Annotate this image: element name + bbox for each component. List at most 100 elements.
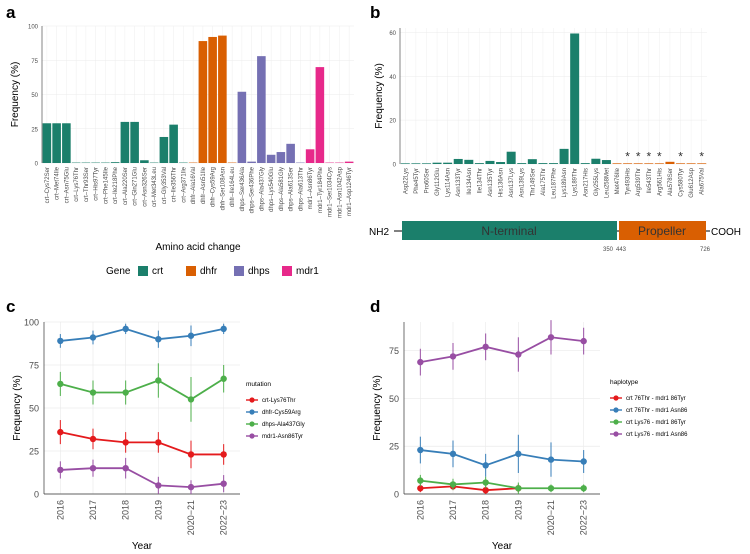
x-tick-label-b-20: Met476Ile [615, 167, 621, 194]
point-c-2-5 [220, 375, 227, 382]
domain-box-propeller-b [619, 221, 706, 240]
y-tick-label-c-3: 75 [29, 361, 39, 371]
series-line-c-2 [60, 377, 225, 401]
x-tick-label-d-3: 2019 [513, 500, 523, 520]
legend-point-c-3 [249, 433, 255, 439]
panel-b-bar-chart: 0 20 40 60 Asp22Lys Phe45Tyr Pro60Ser Gly112Glu… [369, 28, 741, 253]
point-d-3-0 [417, 358, 424, 366]
legend-label-a-dhfr: dhfr [200, 266, 218, 277]
x-tick-label-b-5: Asn133Tyr [456, 168, 462, 197]
y-tick-label-b-0: 0 [393, 163, 397, 169]
bar-b-21 [623, 163, 633, 164]
x-tick-label-a-15: dhfr–Ala16Val [191, 167, 197, 204]
x-tick-label-a-28: mdr1–Tyr184Phe [318, 166, 324, 213]
residue-label-443-b: 443 [616, 247, 627, 253]
y-axis-title-a: Frequency (%) [10, 62, 21, 128]
series-line-d-3 [420, 336, 584, 364]
y-tick-label-c-2: 50 [29, 404, 39, 414]
star-marker-b-26: * [678, 149, 683, 163]
bar-a-9 [130, 121, 139, 163]
y-tick-label-c-0: 0 [34, 490, 39, 500]
point-c-2-4 [187, 396, 195, 403]
bar-a-20 [237, 91, 247, 163]
point-d-1-5 [580, 458, 587, 465]
x-tick-label-a-29: mdr1–Ser1034Cys [328, 167, 334, 217]
legend-label-c-1: dhfr-Cys59Arg [262, 410, 301, 416]
point-d-2-5 [580, 485, 587, 492]
y-tick-label-d-0: 0 [394, 490, 399, 500]
point-c-0-5 [220, 451, 227, 458]
bar-a-0 [42, 123, 52, 163]
star-marker-b-23: * [646, 149, 651, 163]
residue-label-350-b: 350 [603, 247, 614, 253]
x-tick-label-b-23: Ile543Thr [647, 168, 653, 193]
legend-point-c-1 [249, 409, 255, 415]
x-tick-label-b-27: Glu612Asp [689, 167, 695, 197]
x-tick-label-a-7: crt–Ile218Phe [113, 166, 119, 204]
legend-swatch-a-crt [138, 266, 148, 276]
point-c-1-1 [89, 334, 97, 341]
domain-box-nterminal-b [402, 221, 617, 240]
bar-b-24 [654, 163, 664, 164]
bar-b-22 [633, 163, 643, 164]
point-d-1-1 [449, 450, 457, 458]
x-tick-label-a-6: crt–Phe145Ile [103, 166, 109, 204]
legend-title-d: haplotype [610, 379, 639, 386]
bar-a-21 [247, 161, 256, 163]
x-tick-label-b-2: Pro60Ser [424, 168, 430, 193]
legend-label-a-mdr1: mdr1 [296, 266, 319, 277]
bar-a-13 [169, 124, 178, 163]
point-d-3-2 [482, 343, 489, 351]
x-tick-label-d-4: 2020−21 [546, 500, 556, 535]
bar-a-17 [208, 36, 217, 163]
x-tick-label-c-0: 2016 [55, 500, 65, 520]
series-line-c-0 [60, 431, 224, 456]
y-tick-label-a-4: 100 [28, 25, 39, 31]
x-tick-label-b-8: Asn135Tyr [488, 168, 494, 197]
x-tick-label-a-14: crt–Arg371Ile [181, 166, 187, 202]
bar-a-18 [218, 35, 227, 164]
legend-point-d-2 [613, 419, 619, 425]
point-d-3-4 [547, 334, 555, 341]
legend-label-c-0: crt-Lys76Thr [262, 398, 295, 404]
star-marker-b-21: * [625, 149, 630, 163]
panel-label-a: a [6, 3, 16, 22]
legend-point-d-1 [613, 407, 619, 413]
bar-b-19 [601, 160, 611, 164]
x-tick-label-b-25: Ala578Ser [668, 168, 674, 196]
bar-a-23 [266, 154, 276, 163]
x-tick-label-b-3: Gly112Glu [435, 168, 441, 196]
panel-d-line-chart: 0 25 50 75 2016 2017 2018 2019 2020−21 2022−23 Fre… [372, 320, 688, 552]
x-tick-label-c-3: 2019 [153, 500, 163, 520]
legend-swatch-a-dhps [234, 266, 244, 276]
legend-label-a-dhps: dhps [248, 266, 270, 277]
x-tick-label-a-21: dhps–Ser436Phe [250, 166, 256, 213]
x-tick-label-d-1: 2017 [448, 500, 458, 520]
x-tick-label-a-12: crt–Gly353Val [162, 167, 168, 204]
domain-label-propeller-b: Propeller [638, 224, 686, 238]
x-tick-label-c-4: 2020−21 [186, 500, 196, 535]
bar-a-1 [52, 123, 61, 163]
bar-b-1 [411, 163, 421, 164]
bar-b-26 [676, 163, 686, 164]
y-tick-label-d-3: 75 [389, 346, 399, 356]
residue-label-726-b: 726 [700, 247, 711, 253]
point-c-2-2 [122, 389, 129, 396]
star-marker-b-28: * [699, 149, 704, 163]
panel-c-line-chart: 0 25 50 75 100 2016 2017 2018 2019 2020−21 2022−23… [12, 318, 305, 553]
x-tick-label-b-12: Thr149Ser [530, 168, 536, 196]
x-tick-label-b-10: Asn137Lys [509, 168, 515, 197]
bar-a-28 [315, 67, 325, 163]
legend-title-c: mutation [246, 381, 271, 388]
point-d-3-5 [580, 337, 587, 345]
point-d-2-3 [515, 485, 522, 492]
series-line-d-2 [420, 479, 584, 490]
y-tick-label-a-3: 75 [31, 59, 38, 65]
x-tick-label-b-18: Gly255Lys [594, 168, 600, 196]
x-tick-label-a-17: dhfr–Cys59Arg [211, 167, 217, 207]
series-line-d-1 [420, 449, 584, 467]
y-tick-label-a-1: 25 [31, 127, 38, 133]
bar-b-15 [559, 148, 569, 164]
x-tick-label-a-10: crt–Asn326Ser [142, 167, 148, 207]
point-c-0-4 [187, 451, 195, 458]
